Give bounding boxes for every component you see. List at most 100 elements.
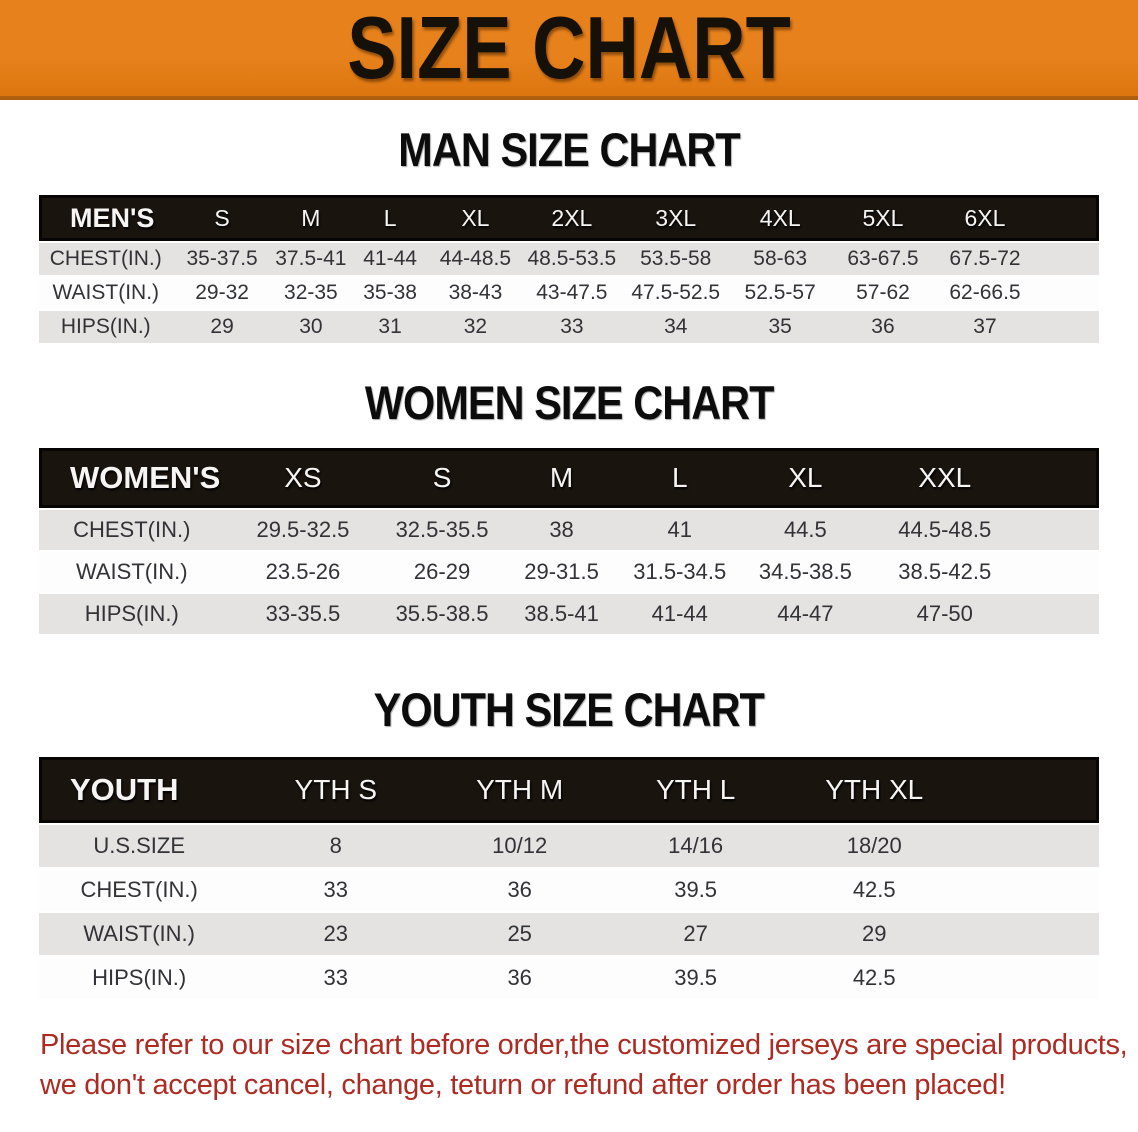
- size-cell: 39.5: [607, 867, 785, 911]
- size-cell: 8: [239, 823, 433, 867]
- size-table-header-row: WOMEN'S XS S M L XL XXL: [39, 448, 1099, 508]
- size-cell: 48.5-53.5: [520, 241, 624, 275]
- size-cell: 57-62: [831, 275, 935, 309]
- size-cell: 32.5-35.5: [381, 508, 503, 550]
- table-row: CHEST(IN.) 35-37.5 37.5-41 41-44 44-48.5 48.5…: [39, 241, 1099, 275]
- table-row: HIPS(IN.) 33 36 39.5 42.5: [39, 955, 1099, 999]
- size-cell: 52.5-57: [728, 275, 832, 309]
- spacer-cell: [1035, 241, 1099, 275]
- size-cell: 41-44: [350, 241, 431, 275]
- size-table-header-row: YOUTH YTH S YTH M YTH L YTH XL: [39, 757, 1099, 823]
- disclaimer-line-1: Please refer to our size chart before or…: [40, 1029, 1128, 1061]
- size-cell: 42.5: [784, 867, 965, 911]
- size-column-header: 4XL: [728, 195, 832, 241]
- spacer-cell: [1017, 448, 1099, 508]
- size-cell: 29-32: [172, 275, 272, 309]
- size-cell: 53.5-58: [623, 241, 729, 275]
- size-cell: 37.5-41: [271, 241, 351, 275]
- size-cell: 36: [432, 955, 608, 999]
- size-column-header: XXL: [871, 448, 1018, 508]
- spacer-cell: [1017, 508, 1099, 550]
- size-cell: 62-66.5: [934, 275, 1036, 309]
- size-column-header: L: [350, 195, 431, 241]
- size-cell: 41-44: [620, 592, 740, 634]
- size-column-header: S: [381, 448, 503, 508]
- row-label: CHEST(IN.): [39, 867, 240, 911]
- size-cell: 44-47: [739, 592, 872, 634]
- table-row: CHEST(IN.) 33 36 39.5 42.5: [39, 867, 1099, 911]
- size-cell: 44.5-48.5: [871, 508, 1018, 550]
- spacer-cell: [1035, 275, 1099, 309]
- row-label: HIPS(IN.): [39, 955, 240, 999]
- size-cell: 23: [239, 911, 433, 955]
- size-cell: 47.5-52.5: [623, 275, 729, 309]
- table-row: WAIST(IN.) 23.5-26 26-29 29-31.5 31.5-34.5 34…: [39, 550, 1099, 592]
- size-table-header-row: MEN'S S M L XL 2XL 3XL 4XL 5XL 6XL: [39, 195, 1099, 241]
- youth-size-section: YOUTH YTH S YTH M YTH L YTH XL U.S.SIZE 8 10/12…: [0, 757, 1138, 999]
- spacer-cell: [1035, 309, 1099, 343]
- size-cell: 31.5-34.5: [620, 550, 740, 592]
- spacer-cell: [964, 955, 1099, 999]
- youth-section-title: YOUTH SIZE CHART: [373, 683, 765, 736]
- size-column-header: YTH M: [432, 757, 608, 823]
- size-cell: 32: [430, 309, 521, 343]
- spacer-cell: [964, 911, 1099, 955]
- size-cell: 33-35.5: [224, 592, 382, 634]
- banner-title: SIZE CHART: [347, 0, 791, 97]
- size-cell: 44-48.5: [430, 241, 521, 275]
- spacer-cell: [1017, 592, 1099, 634]
- size-cell: 26-29: [381, 550, 503, 592]
- size-column-header: YTH S: [239, 757, 433, 823]
- table-group-label: MEN'S: [39, 195, 173, 241]
- size-column-header: XS: [224, 448, 382, 508]
- table-row: WAIST(IN.) 29-32 32-35 35-38 38-43 43-47.5 47.…: [39, 275, 1099, 309]
- table-row: HIPS(IN.) 29 30 31 32 33 34 35 36 37: [39, 309, 1099, 343]
- size-cell: 44.5: [739, 508, 872, 550]
- size-column-header: M: [271, 195, 351, 241]
- size-chart-banner: SIZE CHART: [0, 0, 1138, 100]
- size-column-header: L: [620, 448, 740, 508]
- size-cell: 33: [239, 955, 433, 999]
- size-cell: 63-67.5: [831, 241, 935, 275]
- size-cell: 38: [502, 508, 621, 550]
- size-cell: 14/16: [607, 823, 785, 867]
- size-column-header: 5XL: [831, 195, 935, 241]
- size-cell: 25: [432, 911, 608, 955]
- spacer-cell: [1035, 195, 1099, 241]
- size-cell: 67.5-72: [934, 241, 1036, 275]
- row-label: HIPS(IN.): [39, 309, 173, 343]
- table-group-label: WOMEN'S: [39, 448, 225, 508]
- table-row: HIPS(IN.) 33-35.5 35.5-38.5 38.5-41 41-44 44-…: [39, 592, 1099, 634]
- row-label: WAIST(IN.): [39, 911, 240, 955]
- men-size-section: MEN'S S M L XL 2XL 3XL 4XL 5XL 6XL CHEST(IN.) 35-37…: [0, 195, 1138, 343]
- size-cell: 27: [607, 911, 785, 955]
- size-cell: 10/12: [432, 823, 608, 867]
- row-label: WAIST(IN.): [39, 550, 225, 592]
- size-cell: 39.5: [607, 955, 785, 999]
- size-cell: 58-63: [728, 241, 832, 275]
- size-cell: 34.5-38.5: [739, 550, 872, 592]
- size-cell: 29.5-32.5: [224, 508, 382, 550]
- women-size-table: WOMEN'S XS S M L XL XXL CHEST(IN.) 29.5-32.5 32.5…: [39, 448, 1099, 634]
- spacer-cell: [964, 757, 1099, 823]
- row-label: CHEST(IN.): [39, 241, 173, 275]
- size-cell: 35.5-38.5: [381, 592, 503, 634]
- size-cell: 35-37.5: [172, 241, 272, 275]
- size-cell: 35: [728, 309, 832, 343]
- row-label: HIPS(IN.): [39, 592, 225, 634]
- disclaimer-note: Please refer to our size chart before or…: [40, 1025, 1138, 1105]
- size-cell: 42.5: [784, 955, 965, 999]
- size-cell: 47-50: [871, 592, 1018, 634]
- size-cell: 32-35: [271, 275, 351, 309]
- youth-size-table: YOUTH YTH S YTH M YTH L YTH XL U.S.SIZE 8 10/12…: [39, 757, 1099, 999]
- row-label: WAIST(IN.): [39, 275, 173, 309]
- size-cell: 23.5-26: [224, 550, 382, 592]
- size-column-header: YTH XL: [784, 757, 965, 823]
- size-column-header: YTH L: [607, 757, 785, 823]
- size-column-header: M: [502, 448, 621, 508]
- size-cell: 18/20: [784, 823, 965, 867]
- row-label: CHEST(IN.): [39, 508, 225, 550]
- size-cell: 36: [831, 309, 935, 343]
- table-row: CHEST(IN.) 29.5-32.5 32.5-35.5 38 41 44.5 44.5…: [39, 508, 1099, 550]
- size-cell: 37: [934, 309, 1036, 343]
